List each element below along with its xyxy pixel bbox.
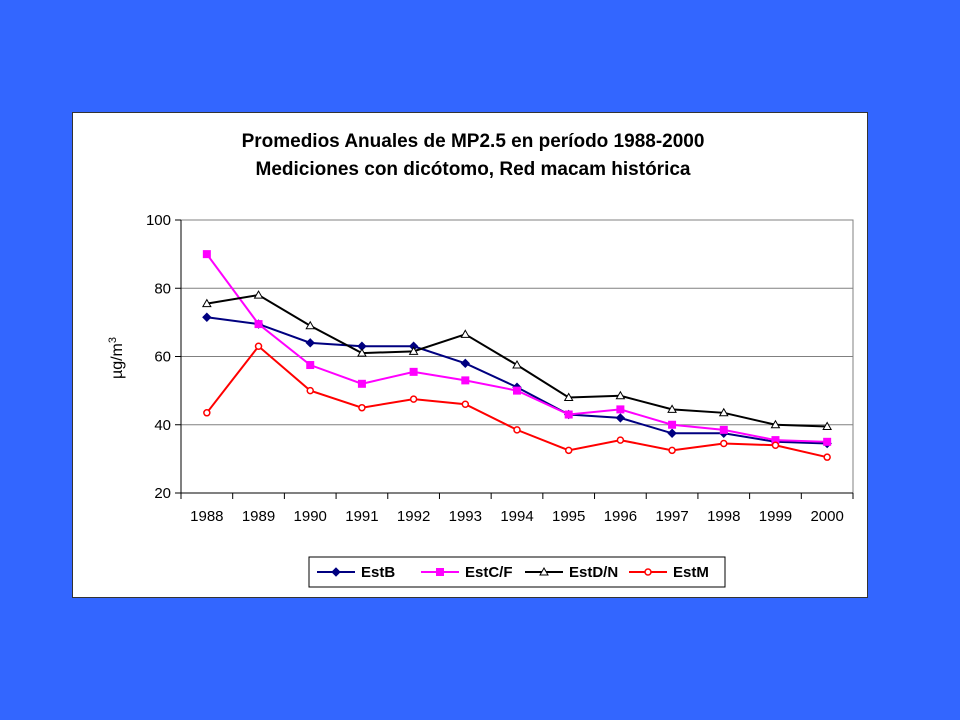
data-point-estm [771,441,780,449]
x-tick-label: 1988 [190,508,223,525]
grid-layer [181,287,853,426]
data-point-estm [254,342,263,351]
data-point-estm [203,409,211,417]
chart-title-line-1: Promedios Anuales de MP2.5 en período 19… [242,131,705,152]
data-point-estc-f [668,420,677,429]
data-point-estm [720,439,728,448]
data-point-estd-n [563,392,574,401]
data-point-estb [305,338,315,348]
data-point-estd-n [357,348,367,357]
data-point-estm [358,403,366,412]
data-point-estm [306,386,314,395]
data-point-estd-n [460,329,471,338]
legend-marker-estb [331,567,341,577]
chart-svg: Promedios Anuales de MP2.5 en período 19… [107,131,854,588]
y-tick-label: 80 [154,280,171,297]
x-tick-label: 1995 [552,508,585,525]
x-tick-label: 1989 [242,508,275,525]
chart-panel: Promedios Anuales de MP2.5 en período 19… [72,112,868,598]
data-point-estm [513,426,521,434]
data-point-estc-f [357,379,366,388]
data-point-estc-f [461,376,470,385]
x-tick-label: 1993 [449,508,482,525]
data-point-estd-n [253,290,264,299]
data-point-estm [409,395,418,403]
data-point-estc-f [513,386,521,395]
legend-label-estm: EstM [673,564,709,581]
data-point-estd-n [822,421,833,430]
x-tick-label: 1990 [294,508,327,525]
data-point-estm [823,453,831,461]
data-point-estm [668,446,676,455]
data-point-estd-n [615,390,626,400]
data-point-estd-n [667,404,677,413]
x-tick-label: 1999 [759,508,792,525]
y-tick-label: 20 [154,485,171,502]
data-point-estc-f [306,361,315,370]
data-point-estm [564,446,573,455]
data-point-estb [202,312,212,322]
y-tick-label: 100 [146,212,171,229]
data-point-estb [615,413,626,423]
x-tick-label: 1992 [397,508,430,525]
x-tick-label: 1996 [604,508,637,525]
data-point-estb [667,428,677,438]
data-point-estc-f [823,437,832,446]
data-point-estc-f [564,410,573,419]
legend: EstB EstC/F EstD/N EstM [317,564,709,581]
legend-marker-estm [644,568,652,576]
legend-label-estc-f: EstC/F [465,564,513,581]
x-tick-label: 1991 [345,508,378,525]
legend-marker-estc-f [436,568,444,576]
data-point-estm [461,400,470,409]
data-point-estd-n [305,320,316,330]
data-point-estd-n [770,419,781,429]
data-point-estc-f [202,250,211,259]
data-point-estc-f [719,425,728,434]
data-point-estd-n [512,360,522,369]
legend-marker-estd-n [539,566,549,576]
x-tick-label: 1994 [500,508,533,525]
x-tick-label: 1997 [655,508,688,525]
x-tick-label: 1998 [707,508,740,525]
legend-label-estb: EstB [361,564,395,581]
legend-label-estd-n: EstD/N [569,564,618,581]
chart-title-line-2: Mediciones con dicótomo, Red macam histó… [256,159,691,180]
data-point-estc-f [254,320,263,329]
x-tick-label: 2000 [810,508,843,525]
data-point-estc-f [616,405,625,414]
y-tick-label: 40 [154,417,171,434]
data-point-estd-n [201,298,212,308]
data-point-estd-n [718,407,729,417]
series-layer [201,250,833,461]
data-point-estc-f [409,367,418,376]
y-axis-label: µg/m3 [107,337,126,379]
y-tick-label: 60 [154,349,171,366]
axis-layer: 20 40 60 80 100 1988 1989 1990 1991 1992 1993 1994 1… [146,212,854,525]
data-point-estb [460,358,471,369]
data-point-estm [616,436,625,444]
data-point-estd-n [408,346,419,355]
